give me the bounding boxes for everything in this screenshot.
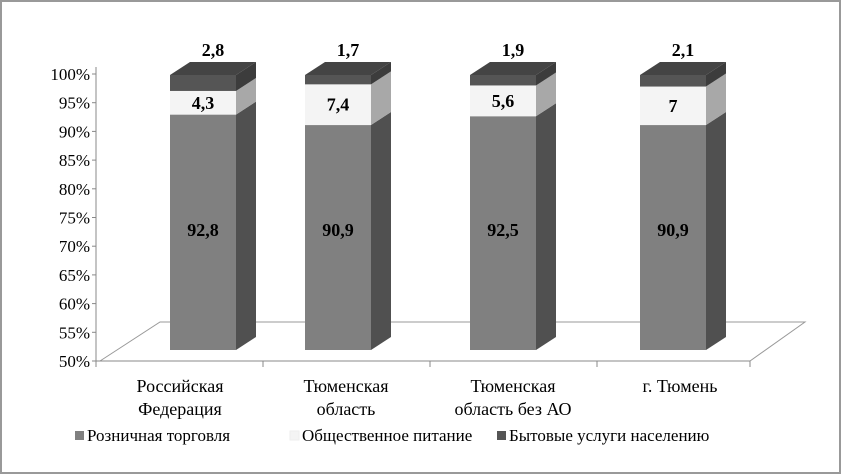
x-tick-label: область — [317, 399, 376, 419]
data-label: 90,9 — [322, 220, 354, 240]
x-tick-label: г. Тюмень — [643, 376, 718, 396]
y-tick-label: 70% — [59, 237, 90, 256]
data-label: 7 — [669, 96, 678, 116]
x-tick-label: Тюменская — [303, 376, 388, 396]
bar-segment-side — [706, 62, 726, 87]
bar-segment-side — [371, 71, 391, 126]
legend-label: Бытовые услуги населению — [509, 426, 710, 445]
y-tick-label: 85% — [59, 151, 90, 170]
bar-segment-side — [536, 72, 556, 117]
x-tick-label: область без АО — [454, 399, 571, 419]
bar-segment — [170, 114, 236, 350]
y-tick-label: 100% — [50, 65, 90, 84]
legend-swatch — [75, 431, 84, 440]
legend-label: Общественное питание — [302, 426, 472, 445]
bar-segment-side — [706, 73, 726, 126]
data-label: 1,7 — [337, 40, 360, 60]
bar-segment — [305, 125, 371, 350]
bar-segment — [470, 85, 536, 117]
data-label: 7,4 — [327, 95, 350, 115]
data-label: 1,9 — [502, 40, 525, 60]
bar-segment — [640, 125, 706, 350]
data-label: 2,8 — [202, 40, 225, 60]
bar-segment-side — [536, 103, 556, 350]
x-tick-label: Российская — [137, 376, 224, 396]
bar-segment-side — [236, 101, 256, 350]
legend-swatch — [289, 430, 300, 441]
y-tick-label: 55% — [59, 323, 90, 342]
y-tick-label: 80% — [59, 180, 90, 199]
y-tick-label: 90% — [59, 122, 90, 141]
bar-segment — [470, 116, 536, 350]
bar-segment — [305, 75, 371, 85]
bar-segment-top — [305, 62, 391, 75]
data-label: 5,6 — [492, 91, 515, 111]
bar-segment-top — [640, 62, 726, 75]
bar-segment — [640, 86, 706, 126]
y-tick-label: 50% — [59, 352, 90, 371]
legend-swatch — [497, 431, 506, 440]
data-label: 92,5 — [487, 220, 519, 240]
data-label: 92,8 — [187, 220, 219, 240]
data-label: 2,1 — [672, 40, 695, 60]
x-tick-label: Тюменская — [470, 376, 555, 396]
x-tick-label: Федерация — [138, 399, 222, 419]
bar-segment-side — [236, 62, 256, 91]
bar-segment — [640, 75, 706, 87]
bar-segment — [170, 75, 236, 91]
y-tick-label: 65% — [59, 266, 90, 285]
data-label: 4,3 — [192, 93, 215, 113]
bar-segment-side — [536, 62, 556, 86]
bar-segment — [170, 90, 236, 115]
bar-segment-top — [170, 62, 256, 75]
bar-segment-top — [470, 62, 556, 75]
bar-segment-side — [706, 112, 726, 350]
data-label: 90,9 — [657, 220, 689, 240]
y-tick-label: 95% — [59, 94, 90, 113]
bar-segment-side — [371, 62, 391, 85]
bar-segment-side — [371, 112, 391, 350]
legend-label: Розничная торговля — [87, 426, 230, 445]
bar-segment — [305, 84, 371, 126]
bar-segment-side — [236, 77, 256, 115]
y-tick-label: 60% — [59, 295, 90, 314]
y-tick-label: 75% — [59, 209, 90, 228]
bar-segment — [470, 75, 536, 86]
